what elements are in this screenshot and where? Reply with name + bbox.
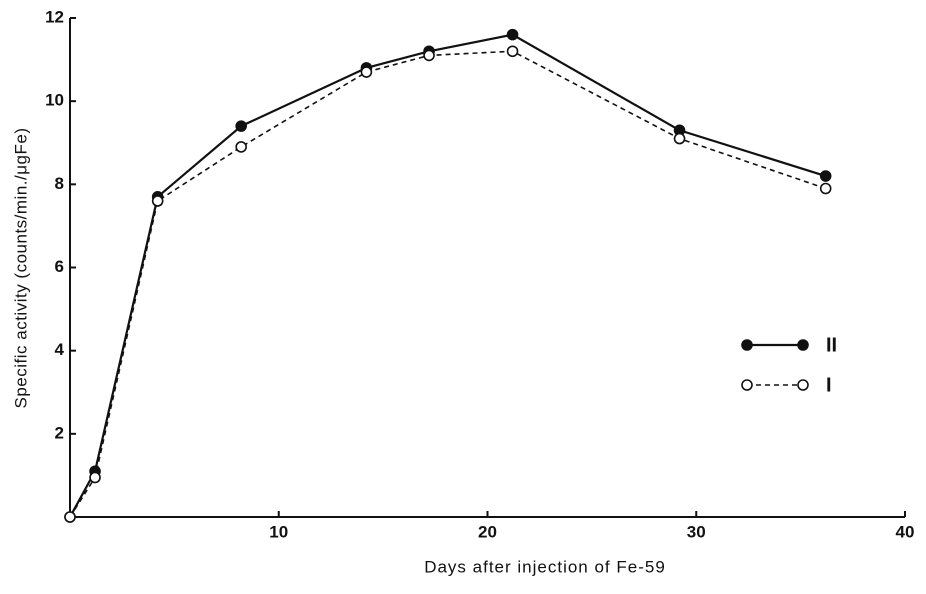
x-tick-label: 10 bbox=[269, 522, 288, 541]
legend-label: I bbox=[826, 374, 832, 396]
legend-marker bbox=[797, 339, 809, 351]
data-point bbox=[89, 471, 101, 484]
legend-label: II bbox=[826, 334, 837, 356]
data-point bbox=[64, 511, 76, 523]
y-tick-label: 10 bbox=[45, 91, 64, 110]
y-tick-label: 12 bbox=[45, 7, 64, 26]
data-point bbox=[423, 49, 435, 62]
x-tick-label: 30 bbox=[687, 522, 706, 541]
data-point bbox=[819, 170, 832, 182]
data-point bbox=[673, 132, 686, 145]
data-point bbox=[506, 28, 519, 41]
legend-marker bbox=[741, 339, 753, 351]
data-point bbox=[360, 66, 373, 78]
data-point bbox=[506, 45, 519, 58]
data-point bbox=[151, 195, 164, 207]
legend-marker bbox=[741, 379, 753, 391]
y-tick-label: 4 bbox=[55, 340, 65, 359]
y-tick-label: 8 bbox=[55, 174, 64, 193]
x-tick-label: 20 bbox=[478, 522, 497, 541]
series-line bbox=[69, 50, 826, 518]
data-point bbox=[235, 120, 247, 132]
data-point bbox=[235, 141, 247, 153]
y-axis-label: Specific activity (counts/min./μgFe) bbox=[11, 128, 30, 409]
x-tick-label: 40 bbox=[896, 522, 915, 541]
legend-marker bbox=[797, 379, 809, 391]
series-line bbox=[69, 33, 827, 518]
x-axis-label: Days after injection of Fe-59 bbox=[424, 557, 666, 576]
y-tick-label: 6 bbox=[55, 257, 64, 276]
y-tick-label: 2 bbox=[55, 423, 64, 442]
data-point bbox=[819, 182, 832, 195]
